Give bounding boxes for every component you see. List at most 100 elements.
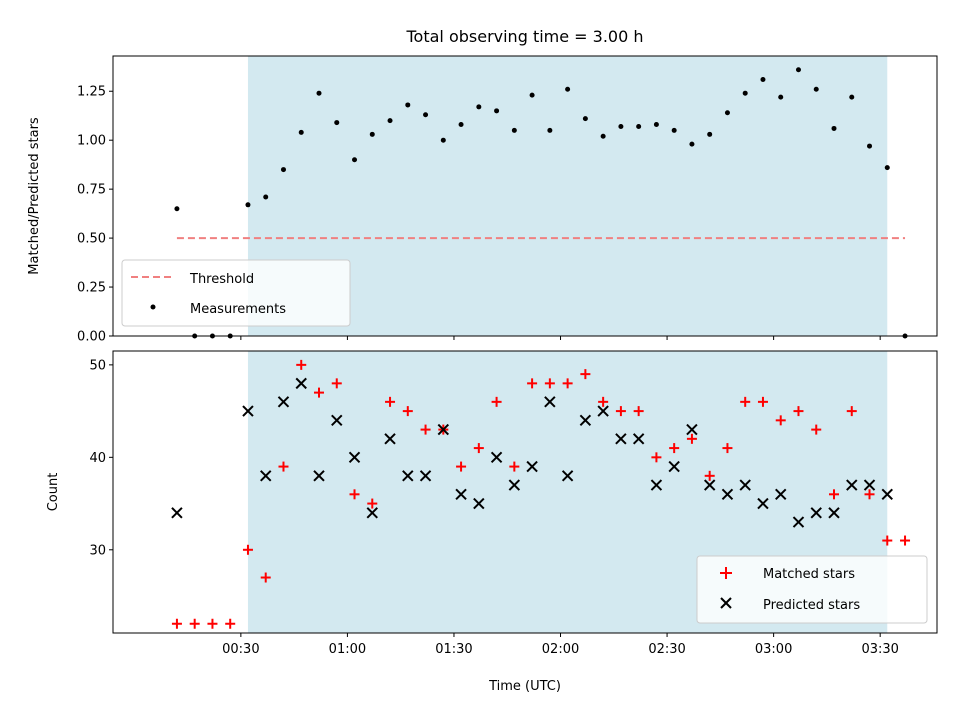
- predicted-star-marker: [863, 479, 876, 491]
- measurement-point: [565, 86, 571, 92]
- measurement-point: [813, 86, 819, 92]
- matched-star-marker: [562, 378, 573, 389]
- top-observing-span: [247, 56, 888, 336]
- measurement-point: [263, 194, 269, 200]
- measurement-point: [760, 76, 766, 82]
- matched-star-marker: [829, 489, 839, 500]
- matched-legend-swatch: [720, 567, 732, 579]
- matched-star-marker: [402, 406, 413, 417]
- predicted-star-marker: [579, 414, 592, 427]
- matched-star-marker: [456, 461, 467, 472]
- measurement-point: [707, 131, 713, 137]
- bottom-x-ticks: 00:30 01:00 01:30 02:00 02:30 03:00 03:30: [222, 633, 899, 657]
- measurement-point: [334, 120, 340, 126]
- x-tick-label: 01:30: [435, 642, 472, 657]
- predicted-star-marker: [242, 405, 254, 417]
- measurement-point: [476, 104, 482, 110]
- predicted-star-marker: [419, 470, 432, 482]
- measurement-point: [795, 67, 801, 73]
- measurement-point: [618, 123, 624, 129]
- predicted-star-marker: [455, 488, 467, 501]
- measurement-point: [405, 102, 411, 108]
- top-y-ticks: 0.00 0.25 0.50 0.75 1.00 1.25: [77, 85, 113, 345]
- measurement-point: [298, 129, 304, 135]
- matched-star-marker: [740, 396, 751, 407]
- matched-star-marker: [473, 443, 484, 454]
- matched-star-marker: [544, 378, 555, 389]
- predicted-star-marker: [313, 470, 325, 482]
- measurement-point: [689, 141, 695, 147]
- predicted-star-marker: [171, 507, 183, 519]
- matched-star-marker: [260, 572, 271, 583]
- matched-star-marker: [491, 396, 502, 407]
- predicted-star-marker: [331, 414, 343, 427]
- predicted-star-marker: [881, 488, 893, 501]
- measurement-point: [778, 94, 784, 100]
- matched-star-marker: [686, 433, 697, 444]
- bottom-legend-box: [696, 555, 928, 624]
- predicted-star-marker: [757, 497, 769, 510]
- measurement-point: [352, 157, 358, 163]
- measurement-point: [494, 108, 500, 114]
- matched-star-marker: [420, 424, 431, 435]
- x-tick-label: 01:00: [329, 642, 366, 657]
- bottom-y-tick-label: 50: [89, 358, 106, 373]
- matched-star-marker: [580, 369, 591, 380]
- predicted-stars-points: [171, 377, 893, 528]
- matched-star-marker: [296, 359, 307, 370]
- matched-star-marker: [207, 618, 218, 629]
- matched-star-marker: [846, 406, 857, 417]
- matched-star-marker: [242, 544, 253, 555]
- matched-star-marker: [811, 424, 822, 435]
- predicted-star-marker: [632, 433, 645, 445]
- predicted-star-marker: [366, 507, 378, 519]
- matched-star-marker: [385, 396, 396, 407]
- measurement-point: [653, 122, 659, 128]
- x-tick-label: 03:00: [755, 642, 792, 657]
- predicted-star-marker: [508, 479, 521, 491]
- predicted-star-marker: [686, 423, 698, 436]
- predicted-star-marker: [792, 516, 805, 528]
- top-y-tick-label: 0.00: [77, 330, 106, 345]
- top-legend-box: [121, 259, 351, 327]
- measurement-point: [831, 125, 837, 131]
- measurement-point: [511, 127, 517, 133]
- matched-star-marker: [349, 489, 360, 500]
- top-y-tick-label: 0.50: [77, 232, 106, 247]
- top-y-axis-label: Matched/Predicted stars: [27, 117, 42, 275]
- predicted-star-marker: [615, 433, 627, 445]
- top-y-tick-label: 0.25: [77, 281, 106, 296]
- top-legend: Threshold Measurements: [121, 259, 351, 327]
- predicted-star-marker: [810, 507, 822, 519]
- top-x-ticks: [240, 336, 881, 340]
- predicted-star-marker: [561, 470, 574, 482]
- predicted-star-marker: [544, 396, 556, 408]
- measurement-point: [280, 167, 286, 173]
- predicted-star-marker: [277, 396, 290, 408]
- measurements-legend-label: Measurements: [190, 302, 286, 317]
- matched-star-marker: [757, 396, 768, 407]
- matched-star-marker: [669, 443, 680, 454]
- measurement-point: [245, 202, 251, 208]
- measurement-point: [867, 143, 873, 149]
- measurement-point: [387, 118, 393, 124]
- predicted-star-marker: [668, 460, 680, 473]
- x-tick-label: 02:00: [542, 642, 579, 657]
- matched-star-marker: [864, 489, 875, 500]
- predicted-star-marker: [846, 479, 858, 491]
- bottom-y-tick-label: 30: [89, 543, 106, 558]
- matched-star-marker: [509, 461, 520, 472]
- matched-star-marker: [615, 406, 626, 417]
- measurement-point: [529, 92, 535, 98]
- matched-star-marker: [633, 406, 644, 417]
- matched-star-marker: [775, 415, 786, 426]
- predicted-star-marker: [828, 507, 840, 519]
- predicted-star-marker: [295, 377, 307, 390]
- measurement-point: [440, 137, 446, 143]
- threshold-legend-label: Threshold: [189, 272, 254, 287]
- matched-star-marker: [314, 387, 324, 398]
- matched-star-marker: [651, 452, 662, 463]
- bottom-plot-frame: [112, 350, 938, 634]
- top-y-tick-label: 1.00: [77, 134, 106, 149]
- matched-star-marker: [527, 378, 538, 389]
